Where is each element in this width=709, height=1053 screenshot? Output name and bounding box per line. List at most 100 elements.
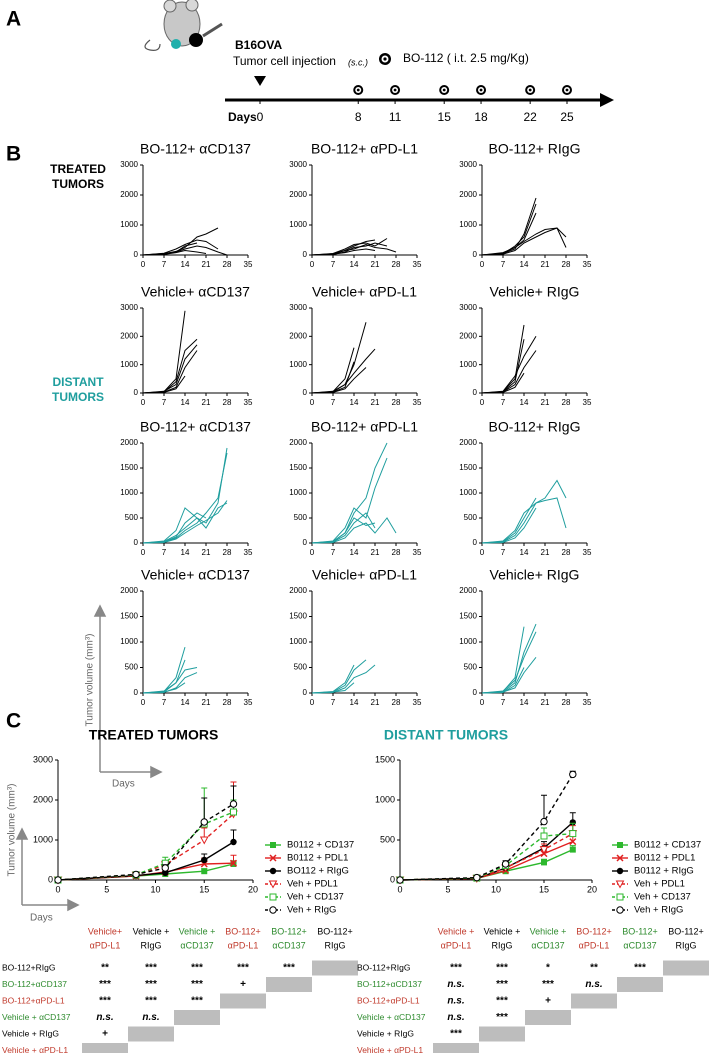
x-tick-label: 35 bbox=[244, 260, 253, 269]
column-header: Vehicle + bbox=[438, 926, 475, 936]
series-line bbox=[481, 667, 525, 694]
column-header: αPD-L1 bbox=[90, 940, 121, 950]
timeline-tick-label: 25 bbox=[560, 110, 574, 124]
row-label: Vehicle + RIgG bbox=[357, 1028, 414, 1038]
legend-marker bbox=[270, 842, 276, 848]
x-tick-label: 28 bbox=[392, 698, 401, 707]
legend-label: Veh + CD137 bbox=[287, 892, 344, 903]
series-line bbox=[481, 631, 537, 694]
series-line bbox=[142, 447, 228, 544]
legend-label: B0112 + CD137 bbox=[634, 840, 701, 851]
x-tick-label: 35 bbox=[583, 698, 592, 707]
y-tick-label: 2000 bbox=[289, 438, 307, 447]
legend-marker bbox=[269, 854, 277, 862]
x-tick-label: 28 bbox=[562, 698, 571, 707]
x-tick-label: 14 bbox=[350, 698, 359, 707]
series-line bbox=[481, 656, 537, 694]
y-tick-label: 0 bbox=[303, 538, 308, 547]
series-line bbox=[142, 452, 228, 544]
x-tick-label: 21 bbox=[202, 548, 211, 557]
y-tick-label: 500 bbox=[464, 513, 478, 522]
diagonal-cell bbox=[220, 993, 266, 1009]
y-tick-label: 500 bbox=[125, 663, 139, 672]
y-tick-label: 2000 bbox=[120, 190, 138, 199]
legend-label: BO112 + RIgG bbox=[287, 866, 349, 877]
series-line bbox=[481, 507, 537, 544]
x-tick-label: 35 bbox=[413, 548, 422, 557]
column-header: BO-112+ bbox=[576, 926, 612, 936]
table-cell: *** bbox=[145, 963, 157, 974]
y-tick-label: 2000 bbox=[120, 438, 138, 447]
cell-line: B16OVA bbox=[235, 38, 282, 52]
x-tick-label: 35 bbox=[413, 398, 422, 407]
series-line bbox=[311, 322, 367, 394]
legend-label: Veh + PDL1 bbox=[287, 879, 338, 890]
x-tick-label: 15 bbox=[539, 884, 549, 894]
y-tick-label: 2000 bbox=[33, 794, 53, 804]
x-tick-label: 0 bbox=[480, 548, 485, 557]
chart-title: BO-112+ RIgG bbox=[489, 141, 581, 157]
y-tick-label: 0 bbox=[134, 250, 139, 259]
series-line bbox=[142, 500, 228, 544]
x-tick-label: 7 bbox=[501, 548, 506, 557]
x-tick-label: 21 bbox=[541, 398, 550, 407]
x-tick-label: 14 bbox=[520, 260, 529, 269]
table-cell: *** bbox=[191, 979, 203, 990]
y-tick-label: 0 bbox=[134, 688, 139, 697]
x-tick-label: 21 bbox=[371, 398, 380, 407]
x-tick-label: 0 bbox=[397, 884, 402, 894]
table-cell: n.s. bbox=[447, 979, 464, 990]
x-tick-label: 7 bbox=[162, 548, 167, 557]
column-header: αPD-L1 bbox=[228, 940, 259, 950]
column-header: αCD137 bbox=[531, 940, 564, 950]
y-tick-label: 3000 bbox=[33, 754, 53, 764]
legend-marker bbox=[615, 880, 625, 889]
series-line bbox=[481, 479, 567, 544]
series-line bbox=[311, 682, 355, 694]
x-tick-label: 28 bbox=[223, 398, 232, 407]
column-header: Vehicle + bbox=[179, 926, 216, 936]
y-tick-label: 2000 bbox=[459, 331, 477, 340]
table-cell: *** bbox=[496, 1012, 508, 1023]
x-tick-label: 0 bbox=[310, 260, 315, 269]
axis-key-label: Days bbox=[112, 779, 135, 790]
table-cell: n.s. bbox=[96, 1012, 113, 1023]
series-line bbox=[142, 682, 186, 694]
timeline-tick-label: 8 bbox=[355, 110, 362, 124]
y-tick-label: 1500 bbox=[120, 463, 138, 472]
chart-title: Vehicle+ RIgG bbox=[490, 567, 580, 583]
y-tick-label: 1000 bbox=[289, 488, 307, 497]
table-cell: *** bbox=[283, 963, 295, 974]
y-tick-label: 2000 bbox=[459, 190, 477, 199]
chart-title: Vehicle+ RIgG bbox=[490, 284, 580, 300]
x-tick-label: 14 bbox=[181, 698, 190, 707]
column-header: αPD-L1 bbox=[441, 940, 472, 950]
x-tick-label: 20 bbox=[587, 884, 597, 894]
legend-marker bbox=[269, 867, 277, 875]
injection-marker bbox=[254, 76, 266, 86]
y-tick-label: 2000 bbox=[459, 438, 477, 447]
legend-marker bbox=[616, 867, 624, 875]
series-line bbox=[311, 238, 388, 256]
x-tick-label: 7 bbox=[162, 398, 167, 407]
x-tick-label: 21 bbox=[202, 260, 211, 269]
x-tick-label: 35 bbox=[583, 548, 592, 557]
chart-title: BO-112+ αCD137 bbox=[140, 419, 251, 435]
table-cell: *** bbox=[191, 963, 203, 974]
y-tick-label: 0 bbox=[303, 388, 308, 397]
x-tick-label: 0 bbox=[310, 548, 315, 557]
x-tick-label: 7 bbox=[331, 398, 336, 407]
legend-marker bbox=[616, 893, 624, 901]
timeline-tick-label: 11 bbox=[389, 110, 402, 124]
x-tick-label: 35 bbox=[583, 260, 592, 269]
chart-title: DISTANT TUMORS bbox=[384, 727, 508, 743]
y-tick-label: 1000 bbox=[120, 637, 138, 646]
x-tick-label: 28 bbox=[223, 698, 232, 707]
x-tick-label: 21 bbox=[541, 260, 550, 269]
y-axis-label: Tumor volume (mm³) bbox=[7, 784, 18, 877]
diagonal-cell bbox=[266, 977, 312, 992]
section-label: DISTANT bbox=[52, 375, 104, 389]
table-cell: *** bbox=[496, 979, 508, 990]
